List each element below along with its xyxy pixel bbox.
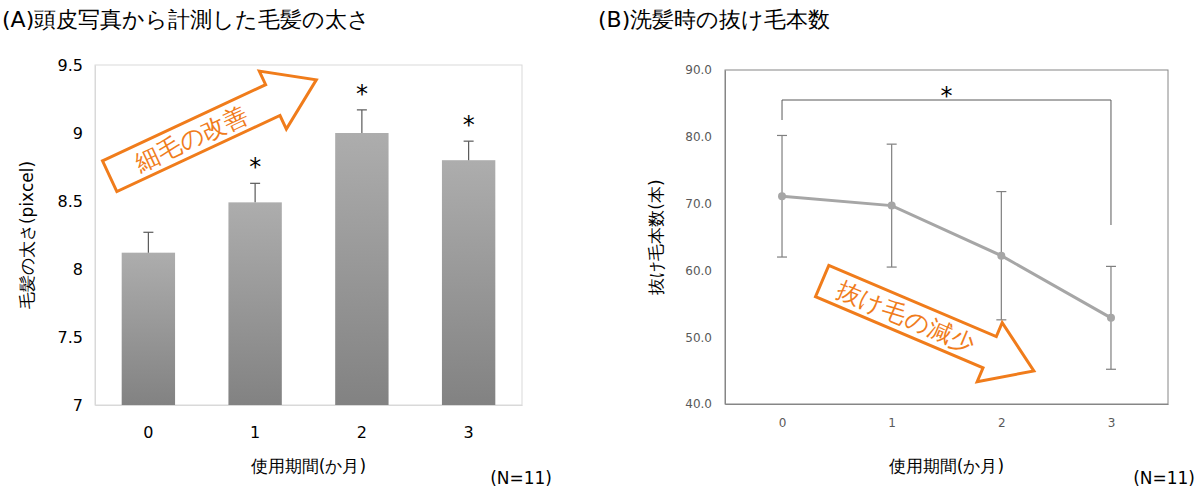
significance-mark: * [249,153,261,181]
y-tick-label: 40.0 [685,397,712,411]
y-tick: 8.5 [58,192,95,211]
error-bar [255,183,256,202]
plot-frame [725,70,1168,404]
y-tick: 70.0 [685,197,725,211]
x-tick: 1 [250,405,260,442]
marker [778,192,786,200]
significance-mark: * [463,111,475,139]
error-bar [148,232,149,252]
y-axis-title: 毛髪の太さ(pixcel) [17,161,37,309]
x-tick: 3 [1108,404,1116,430]
bar [335,133,388,405]
y-axis: 40.0 50.0 60.0 70.0 80.0 90.0 [685,63,725,411]
y-axis-title: 抜け毛本数(本) [646,179,666,294]
error-bar [361,110,362,133]
error-cap [996,191,1006,192]
x-tick-label: 2 [357,423,367,442]
y-tick-label: 70.0 [685,197,712,211]
error-cap [143,232,153,233]
y-tick: 7.5 [58,328,95,347]
error-cap [1106,369,1116,370]
annotation-text: 抜け毛の減少 [833,276,978,359]
y-tick: 8 [73,260,95,279]
y-tick-label: 80.0 [685,130,712,144]
significance-bracket [782,100,1111,225]
x-tick-label: 0 [143,423,153,442]
plot-frame [95,65,522,405]
x-tick: 2 [357,405,367,442]
error-cap [887,266,897,267]
marker [888,202,896,210]
bar [122,253,175,405]
error-cap [996,319,1006,320]
y-tick-label: 7.5 [58,328,83,347]
y-tick-label: 8 [73,260,83,279]
error-cap [250,183,260,184]
x-tick: 0 [143,405,153,442]
x-tick: 1 [888,404,896,430]
y-axis: 7 7.5 8 8.5 9 9.5 [58,56,96,415]
x-tick-label: 3 [464,423,474,442]
annotation-arrow: 細毛の改善 [96,51,330,205]
x-tick-label: 1 [888,416,896,430]
y-tick: 90.0 [685,63,725,77]
y-tick-label: 90.0 [685,63,712,77]
y-tick: 50.0 [685,331,725,345]
y-axis-line [725,71,726,405]
x-axis-title: 使用期間(か月) [889,456,1004,476]
x-axis: 0 1 2 3 [96,405,523,442]
arrow-shape [810,252,1047,401]
bracket-label: * [941,82,953,110]
marks [777,135,1116,369]
x-tick: 2 [998,404,1006,430]
y-tick-label: 60.0 [685,264,712,278]
y-tick: 9 [73,124,95,143]
chart-title: (B)洗髪時の抜け毛本数 [598,7,830,32]
chart-title: (A)頭皮写真から計測した毛髪の太さ [2,7,370,32]
y-tick: 60.0 [685,264,725,278]
y-tick: 80.0 [685,130,725,144]
arrow-shape [96,51,330,205]
error-cap [464,141,474,142]
error-cap [777,135,787,136]
marker [997,252,1005,260]
bar [442,160,495,405]
annotation-text: 細毛の改善 [130,100,252,177]
error-cap [887,144,897,145]
x-tick-label: 2 [998,416,1006,430]
chart-line: 40.0 50.0 60.0 70.0 80.0 90.0 0 1 2 3 * 抜け毛の減少 (B)洗髪… [598,7,1195,488]
chart-bar: 77.588.599.50123***細毛の改善(A)頭皮写真から計測した毛髪の… [2,7,552,488]
x-tick-label: 0 [779,416,787,430]
x-axis-line [96,405,523,406]
x-axis: 0 1 2 3 [726,404,1169,430]
chart-canvas: 77.588.599.50123***細毛の改善(A)頭皮写真から計測した毛髪の… [0,0,1200,490]
x-tick: 3 [464,405,474,442]
y-axis-line [95,66,96,406]
y-tick: 7 [73,396,95,415]
error-cap [777,256,787,257]
bar [228,202,281,405]
y-tick-label: 50.0 [685,331,712,345]
error-cap [357,109,367,110]
x-axis-title: 使用期間(か月) [251,456,366,476]
x-axis-line [726,404,1169,405]
marker [1107,314,1115,322]
annotation-arrow: 抜け毛の減少 [810,252,1047,401]
y-tick-label: 7 [73,396,83,415]
sample-note: (N=11) [1133,468,1195,488]
y-tick: 40.0 [685,397,725,411]
y-tick-label: 9 [73,124,83,143]
y-tick: 9.5 [58,56,95,75]
x-tick-label: 1 [250,423,260,442]
x-tick-label: 3 [1108,416,1116,430]
significance-mark: * [356,80,368,108]
error-bar [468,141,469,160]
y-tick-label: 9.5 [58,56,83,75]
error-cap [1106,266,1116,267]
y-tick-label: 8.5 [58,192,83,211]
x-tick: 0 [779,404,787,430]
sample-note: (N=11) [490,468,552,488]
